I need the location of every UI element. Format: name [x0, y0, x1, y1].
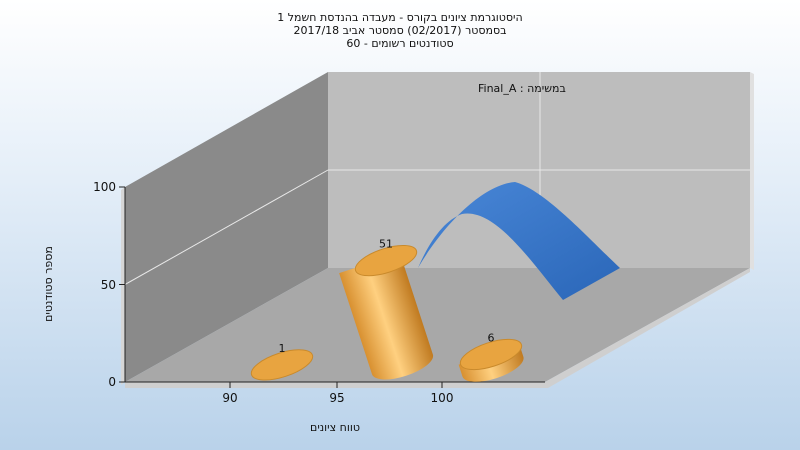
right-edge — [750, 72, 754, 270]
x-axis-title: טווח ציונים — [310, 421, 360, 434]
chart-title-line-2: בסמסטר (02/2017) סמסטר אביב 2017/18 — [293, 24, 507, 37]
floor-front-edge — [125, 268, 750, 388]
y-tick-label: 50 — [101, 278, 116, 292]
bar — [339, 253, 434, 380]
chart-title-line-1: היסטוגרמת ציונים בקורס - מעבדה בהנדסת חש… — [277, 11, 523, 24]
bar-top — [354, 244, 418, 277]
x-tick-label: 90 — [222, 391, 237, 405]
y-tick-label: 100 — [93, 180, 116, 194]
data-label: 1 — [279, 342, 286, 355]
y-tick-label: 0 — [108, 375, 116, 389]
y-axis-title: מספר סטודנטים — [42, 246, 55, 322]
bar-top — [250, 349, 314, 381]
distribution-curve — [418, 182, 620, 300]
chart-title-line-3: סטודנטים רשומים - 60 — [346, 37, 454, 50]
x-tick-label: 100 — [431, 391, 454, 405]
x-tick-label: 95 — [329, 391, 344, 405]
axes — [119, 186, 545, 388]
data-label: 51 — [379, 238, 393, 251]
task-annotation: במשימה : Final_A — [478, 82, 566, 95]
bar-top — [459, 338, 523, 371]
left-edge — [121, 187, 125, 385]
data-label: 6 — [488, 331, 495, 344]
